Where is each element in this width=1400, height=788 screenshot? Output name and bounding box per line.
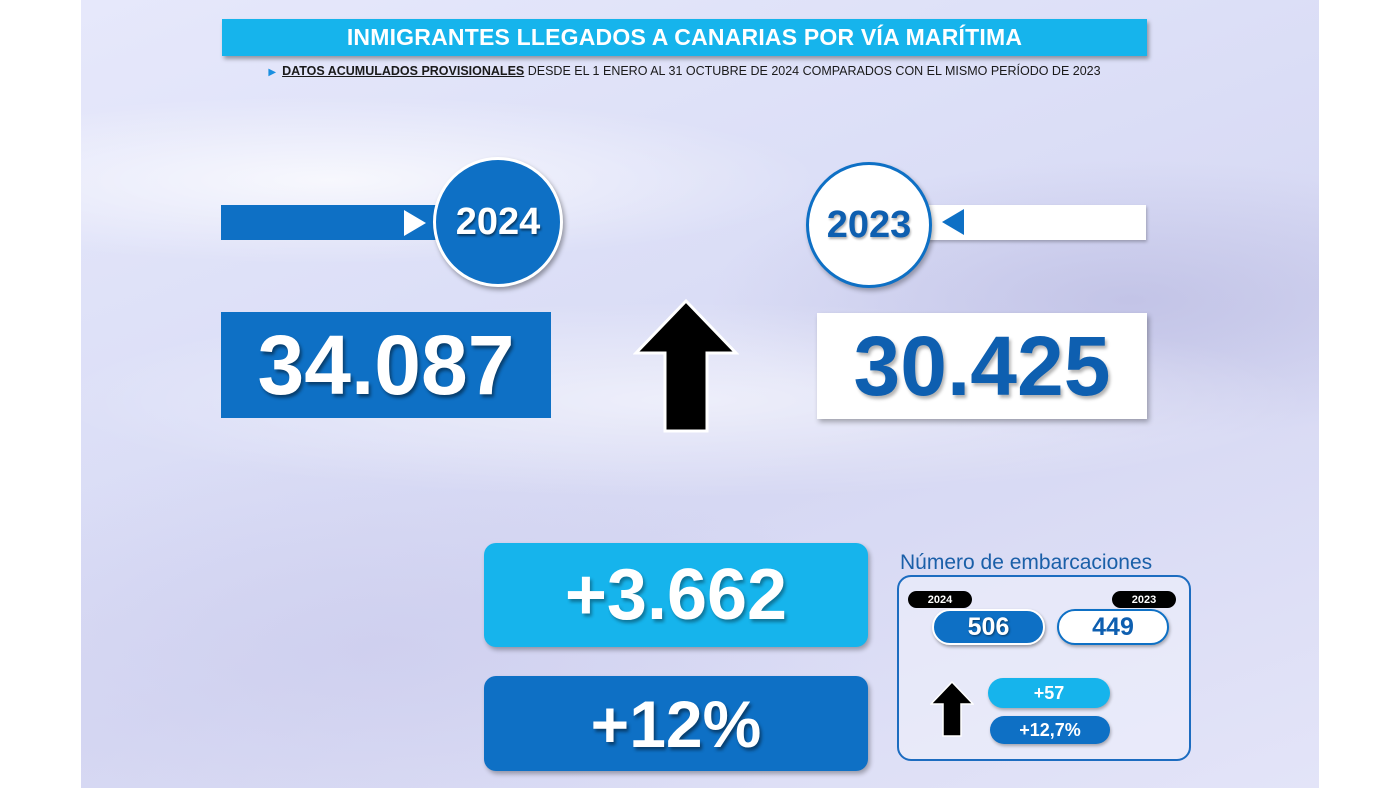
bullet-triangle-icon: ▶ <box>268 67 277 78</box>
boats-percent-change-value: +12,7% <box>1019 719 1081 740</box>
subtitle-emphasis: DATOS ACUMULADOS PROVISIONALES <box>282 64 525 78</box>
total-2024-value: 34.087 <box>257 317 515 412</box>
boats-difference-value: +57 <box>1033 682 1065 703</box>
year-2023-badge: 2023 <box>806 162 932 288</box>
year-2023-label: 2023 <box>826 203 912 246</box>
boats-2024: 506 <box>932 609 1045 645</box>
subtitle-text: DESDE EL 1 ENERO AL 31 OCTUBRE DE 2024 C… <box>524 64 1101 78</box>
difference-total: +3.662 <box>484 543 868 647</box>
arrow-up-icon <box>930 681 974 737</box>
year-2024-badge: 2024 <box>433 157 563 287</box>
difference-total-value: +3.662 <box>564 555 788 635</box>
page-title-text: INMIGRANTES LLEGADOS A CANARIAS POR VÍA … <box>346 24 1023 50</box>
total-2023-value: 30.425 <box>853 318 1111 413</box>
boats-2024-value: 506 <box>967 612 1010 641</box>
total-2023: 30.425 <box>817 313 1147 419</box>
triangle-right-icon <box>404 210 426 236</box>
boats-tag-2023: 2023 <box>1112 591 1176 608</box>
total-2024: 34.087 <box>221 312 551 418</box>
boats-2023-value: 449 <box>1092 612 1134 641</box>
boats-title: Número de embarcaciones <box>900 551 1153 574</box>
arrow-up-icon <box>633 298 739 433</box>
boats-2023: 449 <box>1057 609 1169 645</box>
page-subtitle: ▶ DATOS ACUMULADOS PROVISIONALES DESDE EL… <box>222 64 1147 78</box>
boats-tag-2024: 2024 <box>908 591 972 608</box>
year-2024-label: 2024 <box>455 200 541 243</box>
percent-change: +12% <box>484 676 868 771</box>
triangle-left-icon <box>942 209 964 235</box>
boats-difference: +57 <box>988 678 1110 708</box>
percent-change-value: +12% <box>590 686 762 761</box>
page-title: INMIGRANTES LLEGADOS A CANARIAS POR VÍA … <box>222 19 1147 56</box>
boats-percent-change: +12,7% <box>990 716 1110 744</box>
